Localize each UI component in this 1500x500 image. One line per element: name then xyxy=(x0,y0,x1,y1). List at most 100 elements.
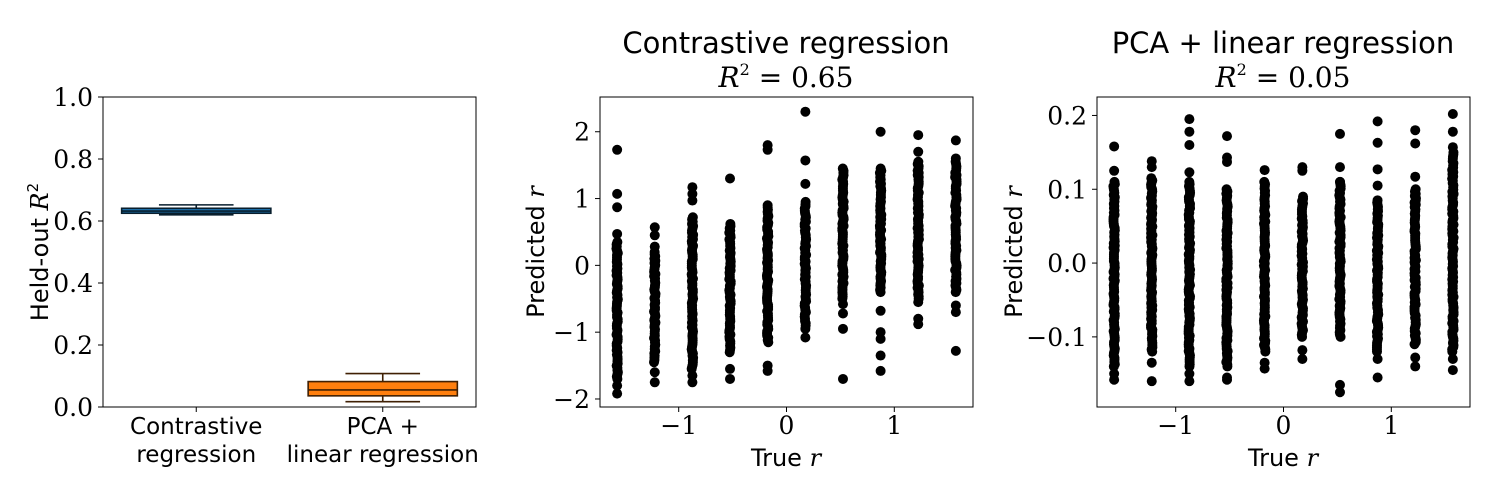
y-axis-label-math: R xyxy=(26,192,54,211)
scatter-point xyxy=(1109,141,1120,152)
scatter-point xyxy=(725,373,736,384)
scatter-point xyxy=(612,380,623,391)
scatter-point xyxy=(1184,368,1195,379)
scatter-point xyxy=(1221,184,1232,195)
scatter-point xyxy=(1146,376,1157,387)
scatter-point xyxy=(875,365,886,376)
y-tick-label: −2 xyxy=(553,385,590,414)
scatter-point xyxy=(875,163,886,174)
scatter-point xyxy=(1297,165,1308,176)
scatter-point xyxy=(1447,354,1458,365)
scatter-point xyxy=(1334,176,1345,187)
scatter-point xyxy=(1297,345,1308,356)
x-axis-label-math: r xyxy=(810,444,823,472)
x-tick-label: 1 xyxy=(1383,411,1399,440)
scatter-point xyxy=(837,299,848,310)
y-axis-label: Held-out R2 xyxy=(24,183,54,321)
subtitle-math: R xyxy=(718,61,740,94)
scatter-point xyxy=(1184,126,1195,137)
scatter-point xyxy=(1297,354,1308,365)
scatter-point xyxy=(1410,184,1421,195)
scatter-point xyxy=(1410,171,1421,182)
scatter-point xyxy=(725,363,736,374)
scatter-point xyxy=(1334,387,1345,398)
y-axis-label: Predicted r xyxy=(522,185,550,318)
scatter-point xyxy=(1410,138,1421,149)
panel-subtitle: R2 = 0.65 xyxy=(718,60,854,94)
y-tick-label: 0.0 xyxy=(1047,249,1087,278)
y-ticks: 0.0 0.2 0.4 0.6 0.8 1.0 xyxy=(53,83,103,422)
scatter-point xyxy=(1259,165,1270,176)
scatter-point xyxy=(687,377,698,388)
scatter-point xyxy=(1447,108,1458,119)
y-tick-label: 0.4 xyxy=(53,269,93,298)
x-tick-label: −1 xyxy=(660,411,697,440)
y-tick-label: 1.0 xyxy=(53,83,93,112)
scatter-point xyxy=(1372,164,1383,175)
scatter-point xyxy=(1372,195,1383,206)
subtitle-sup: 2 xyxy=(740,60,750,79)
plot-frame xyxy=(102,96,477,408)
scatter-point xyxy=(1447,126,1458,137)
y-axis-label-math: r xyxy=(522,185,550,198)
scatter-point xyxy=(1410,352,1421,363)
scatter-point xyxy=(725,173,736,184)
scatter-point xyxy=(913,319,924,330)
scatter-point xyxy=(800,106,811,117)
x-axis-label-text: True xyxy=(1247,444,1307,472)
scatter-point xyxy=(1410,125,1421,136)
y-ticks: −2 −1 0 1 2 xyxy=(553,118,600,414)
y-tick-label: 2 xyxy=(574,118,590,147)
y-ticks: −0.1 0.0 0.1 0.2 xyxy=(1026,101,1097,352)
x-axis-label-math: r xyxy=(1307,444,1320,472)
scatter-point xyxy=(612,388,623,399)
scatter-point xyxy=(1222,374,1233,385)
x-ticks: −1 0 1 xyxy=(1157,407,1399,440)
scatter-point xyxy=(1334,379,1345,390)
scatter-point xyxy=(649,222,660,233)
scatter-point xyxy=(1146,173,1157,184)
contrastive-scatter-panel: Contrastive regression R2 = 0.65 −2−1012… xyxy=(522,26,974,472)
scatter-point xyxy=(950,345,961,356)
subtitle-rest: = 0.65 xyxy=(750,61,854,94)
x-tick-label: regression xyxy=(136,442,256,468)
panel-title: Contrastive regression xyxy=(622,26,949,60)
x-tick-label: −1 xyxy=(1157,411,1194,440)
scatter-point xyxy=(1372,137,1383,148)
scatter-point xyxy=(1298,191,1309,202)
scatter-point xyxy=(1259,363,1270,374)
y-tick-label: 0.8 xyxy=(53,145,93,174)
scatter-point xyxy=(1334,162,1345,173)
x-tick-label: linear regression xyxy=(287,442,479,468)
scatter-point xyxy=(800,323,811,334)
y-axis-label-text: Predicted xyxy=(1000,198,1028,318)
scatter-point xyxy=(649,230,660,241)
scatter-point xyxy=(950,135,961,146)
subtitle-math: R xyxy=(1215,61,1237,94)
x-ticks: −1 0 1 xyxy=(660,407,902,440)
scatter-point xyxy=(1109,165,1120,176)
y-axis-label-sup: 2 xyxy=(24,183,42,193)
x-tick-label: 1 xyxy=(886,411,902,440)
scatter-points xyxy=(611,106,962,399)
scatter-point xyxy=(800,155,811,166)
scatter-point xyxy=(687,195,698,206)
y-axis-label: Predicted r xyxy=(1000,185,1028,318)
y-tick-label: 1 xyxy=(574,185,590,214)
y-tick-label: 0.2 xyxy=(1047,101,1087,130)
scatter-point xyxy=(800,332,811,343)
scatter-point xyxy=(837,323,848,334)
scatter-point xyxy=(837,373,848,384)
scatter-point xyxy=(875,126,886,137)
scatter-point xyxy=(1184,176,1195,187)
scatter-point xyxy=(612,202,623,213)
scatter-point xyxy=(913,297,924,308)
scatter-point xyxy=(762,365,773,376)
scatter-point xyxy=(800,196,811,207)
scatter-point xyxy=(1109,176,1120,187)
scatter-point xyxy=(913,146,924,157)
scatter-point xyxy=(1109,374,1120,385)
x-axis-label: True r xyxy=(1247,444,1320,472)
scatter-point xyxy=(762,144,773,155)
